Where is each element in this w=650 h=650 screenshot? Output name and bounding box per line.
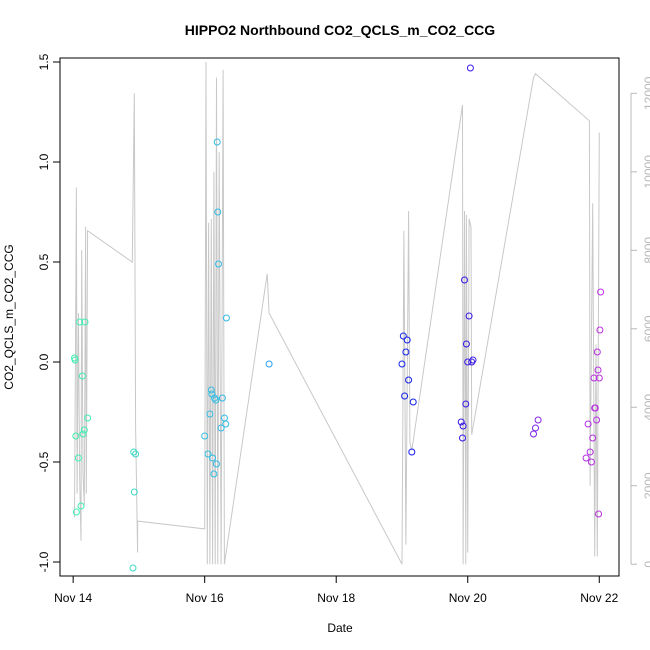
data-point (215, 260, 222, 268)
right-tick-label: 0 (642, 561, 650, 568)
data-point (462, 400, 470, 408)
data-point (591, 404, 599, 412)
x-axis-label: Date (327, 621, 353, 635)
data-point (81, 318, 89, 326)
x-tick-label: Nov 16 (186, 591, 224, 605)
x-tick-label: Nov 18 (317, 591, 355, 605)
data-point (132, 450, 140, 458)
y-tick-label: 0.0 (37, 353, 51, 370)
data-point (222, 420, 230, 428)
right-tick-label: 10000 (642, 155, 650, 189)
data-point (408, 448, 416, 456)
data-point (595, 510, 603, 518)
data-point (532, 424, 539, 432)
data-point (210, 470, 218, 478)
data-point (209, 454, 217, 462)
data-point (465, 312, 473, 320)
data-point (130, 488, 138, 496)
data-point (593, 348, 601, 356)
data-point (530, 430, 537, 438)
data-point (74, 454, 82, 462)
x-axis: Nov 14 Nov 16 Nov 18 Nov 20 Nov 22 (54, 576, 619, 605)
x-tick-label: Nov 20 (449, 591, 487, 605)
data-point (402, 348, 410, 356)
data-point (462, 340, 470, 348)
data-point (594, 366, 602, 374)
y-axis-label: CO2_QCLS_m_CO2_CCG (2, 244, 16, 389)
data-point (130, 448, 138, 456)
data-point (586, 448, 594, 456)
y-axis: -1.0 -0.5 0.0 0.5 1.0 1.5 (37, 53, 60, 572)
data-point (457, 418, 465, 426)
data-point (80, 426, 88, 434)
x-tick-label: Nov 22 (580, 591, 618, 605)
data-point (213, 138, 221, 146)
data-point (207, 386, 215, 394)
data-point (84, 414, 92, 422)
data-point (214, 208, 222, 216)
data-point (206, 410, 214, 418)
altitude-line (74, 61, 600, 565)
data-point (596, 326, 604, 334)
data-point (398, 360, 406, 368)
x-tick-label: Nov 14 (54, 591, 92, 605)
data-point (595, 374, 603, 382)
data-point (212, 396, 220, 404)
data-point (72, 432, 80, 440)
data-point (201, 432, 209, 440)
right-tick-label: 12000 (642, 76, 650, 110)
data-point (72, 508, 80, 516)
data-point (76, 318, 84, 326)
right-tick-label: 2000 (642, 472, 650, 499)
data-point (71, 356, 79, 364)
data-point (466, 64, 474, 72)
data-point (77, 502, 85, 510)
y-tick-label: 1.0 (37, 153, 51, 170)
data-point (468, 358, 476, 366)
data-point (79, 430, 87, 438)
plot-frame (59, 57, 620, 577)
y-tick-label: -0.5 (37, 451, 51, 472)
data-point (587, 458, 595, 466)
right-tick-label: 4000 (642, 394, 650, 421)
data-point (399, 332, 407, 340)
right-axis: 0 2000 4000 6000 8000 10000 12000 (630, 76, 650, 568)
data-point (403, 336, 411, 344)
right-tick-label: 6000 (642, 315, 650, 342)
data-point (405, 376, 413, 384)
chart-title: HIPPO2 Northbound CO2_QCLS_m_CO2_CCG (185, 22, 495, 38)
data-point (590, 374, 598, 382)
data-point (597, 288, 605, 296)
data-point (459, 422, 467, 430)
plot-area (71, 61, 605, 572)
y-tick-label: 0.5 (37, 253, 51, 270)
data-point (582, 454, 590, 462)
data-point (409, 398, 417, 406)
y-tick-label: -1.0 (37, 551, 51, 572)
data-point (217, 424, 225, 432)
data-point (534, 416, 542, 424)
data-point (401, 392, 409, 400)
data-point (584, 420, 592, 428)
data-point (213, 460, 220, 468)
data-point (461, 276, 468, 284)
data-point (129, 564, 137, 572)
y-tick-label: 1.5 (37, 53, 51, 70)
data-point (589, 434, 597, 442)
data-point (204, 450, 212, 458)
data-point (593, 416, 601, 424)
data-point (459, 434, 466, 442)
data-point (211, 394, 218, 402)
data-point (265, 360, 273, 368)
data-point (78, 372, 86, 380)
data-point (218, 394, 226, 402)
right-tick-label: 8000 (642, 237, 650, 264)
data-point (469, 356, 477, 364)
data-point (222, 314, 230, 322)
